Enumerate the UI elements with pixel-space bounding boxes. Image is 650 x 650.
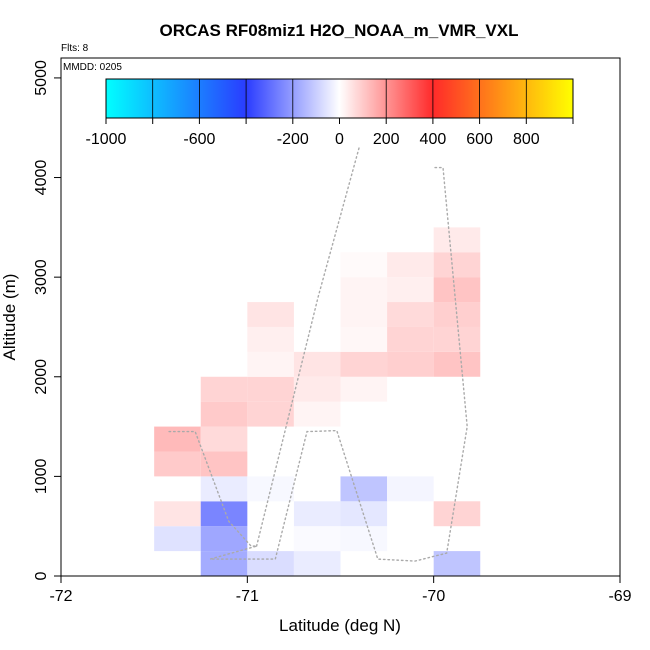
heatmap-cell	[293, 551, 341, 576]
y-tick-label: 4000	[33, 160, 50, 196]
y-tick-label: 2000	[33, 359, 50, 395]
heatmap-cell	[200, 376, 248, 402]
colorbar-tick-label: 0	[335, 131, 344, 148]
heatmap-cell	[293, 501, 341, 527]
y-tick-label: 5000	[33, 60, 50, 96]
heatmap-cell	[154, 426, 201, 452]
heatmap-cell	[293, 526, 341, 552]
heatmap-cell	[200, 451, 248, 477]
colorbar: -1000 -600 -200 0 200 400 600 800	[86, 78, 574, 148]
x-tick-label: -72	[49, 588, 72, 605]
x-axis: -72 -71 -70 -69	[49, 576, 632, 605]
y-tick-label: 1000	[33, 458, 50, 494]
flights-label: Flts: 8	[61, 43, 89, 54]
x-tick-label: -70	[422, 588, 445, 605]
heatmap-cell	[387, 252, 434, 278]
heatmap-cell	[340, 302, 388, 327]
date-label: MMDD: 0205	[63, 62, 122, 73]
y-axis-label: Altitude (m)	[0, 274, 19, 361]
heatmap-cell	[340, 376, 388, 402]
colorbar-frame	[105, 78, 574, 119]
heatmap-cell	[387, 326, 434, 352]
heatmap-cell	[387, 302, 434, 327]
heatmap-cell	[433, 252, 481, 278]
heatmap-cell	[247, 351, 294, 377]
colorbar-tick-label: -200	[277, 131, 309, 148]
x-axis-label: Latitude (deg N)	[279, 616, 401, 635]
heatmap-cell	[200, 401, 248, 427]
heatmap-cell	[293, 401, 341, 427]
heatmap-cell	[293, 376, 341, 402]
heatmap-cell	[200, 476, 248, 502]
colorbar-tick-label: -1000	[86, 131, 127, 148]
heatmap-cell	[433, 551, 481, 576]
heatmap-cell	[433, 501, 481, 527]
heatmap-cell	[154, 451, 201, 477]
heatmap-cell	[387, 277, 434, 303]
y-axis: 0 1000 2000 3000 4000 5000	[33, 60, 61, 580]
heatmap-cell	[247, 551, 294, 576]
heatmap-cell	[200, 526, 248, 552]
colorbar-tick-label: 400	[420, 131, 447, 148]
heatmap-cell	[200, 426, 248, 452]
heatmap-cell	[293, 351, 341, 377]
heatmap-cell	[433, 326, 481, 352]
heatmap-cell	[200, 501, 248, 527]
chart-title: ORCAS RF08miz1 H2O_NOAA_m_VMR_VXL	[160, 21, 519, 40]
heatmap-cell	[340, 476, 388, 502]
heatmap-cell	[340, 326, 388, 352]
flight-track-line	[255, 146, 360, 547]
heatmap-cell	[247, 376, 294, 402]
flight-track	[168, 146, 468, 562]
colorbar-tick-label: 600	[466, 131, 493, 148]
x-tick-label: -69	[608, 588, 631, 605]
heatmap-cell	[340, 526, 388, 552]
plot-frame	[60, 57, 621, 577]
colorbar-tick-label: -600	[183, 131, 215, 148]
heatmap-cell	[340, 252, 388, 278]
heatmap-cell	[433, 302, 481, 327]
heatmap-cell	[154, 526, 201, 552]
flight-track-line	[168, 166, 468, 562]
heatmap-cell	[387, 351, 434, 377]
heatmap-cell	[433, 277, 481, 303]
colorbar-tick-label: 200	[373, 131, 400, 148]
heatmap-cell	[387, 476, 434, 502]
y-tick-label: 0	[33, 571, 50, 580]
heatmap-cell	[247, 302, 294, 327]
heatmap-cell	[433, 227, 481, 253]
y-tick-label: 3000	[33, 259, 50, 295]
heatmap-cell	[247, 401, 294, 427]
colorbar-tick-label: 800	[513, 131, 540, 148]
heatmap-cells	[154, 227, 481, 576]
heatmap-cell	[340, 277, 388, 303]
colorbar-gradient	[106, 79, 573, 118]
heatmap-cell	[340, 351, 388, 377]
x-tick-label: -71	[236, 588, 259, 605]
heatmap-cell	[433, 351, 481, 377]
heatmap-cell	[154, 501, 201, 527]
heatmap-cell	[247, 326, 294, 352]
